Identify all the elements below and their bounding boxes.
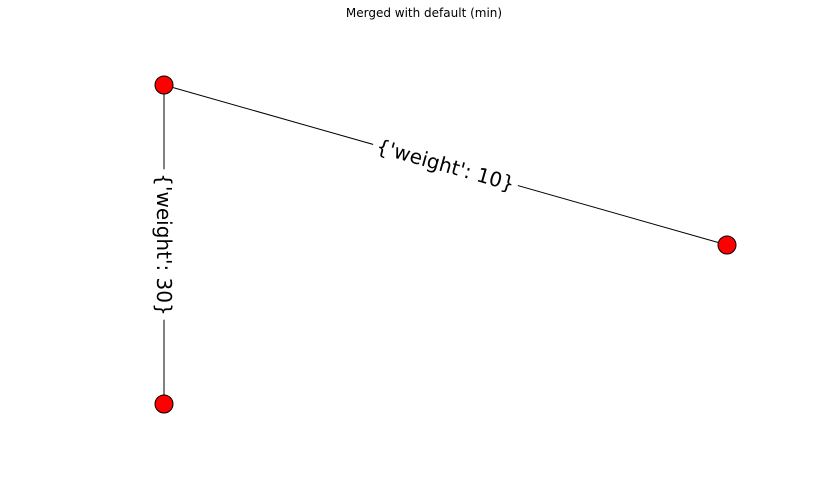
edge-top-right-label-group: {'weight': 10} bbox=[369, 130, 522, 200]
edge-top-right-label-background bbox=[369, 130, 522, 200]
edge-top-bottom-label-group: {'weight': 30} bbox=[150, 169, 178, 320]
edges-layer bbox=[163, 84, 728, 404]
node-top-left bbox=[154, 75, 174, 95]
node-bottom-left bbox=[154, 394, 174, 414]
nodes-layer bbox=[154, 75, 737, 414]
edge-labels-layer: {'weight': 10} {'weight': 30} bbox=[150, 130, 522, 320]
node-right bbox=[717, 235, 737, 255]
edge-top-bottom-label-background bbox=[150, 169, 178, 320]
edge-top-bottom-label: {'weight': 30} bbox=[152, 173, 176, 315]
figure-title: Merged with default (min) bbox=[346, 6, 502, 20]
